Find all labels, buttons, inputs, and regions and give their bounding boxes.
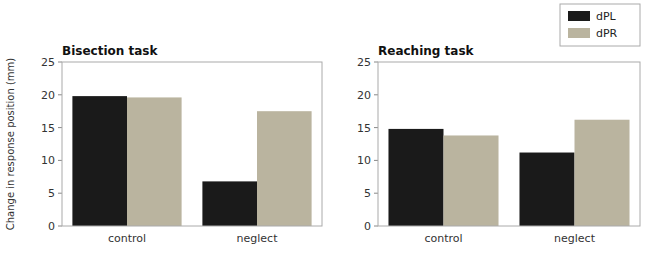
y-tick-label: 25 [41, 56, 55, 69]
x-tick-label: neglect [237, 232, 279, 245]
bar [202, 181, 257, 226]
y-tick-label: 0 [364, 220, 371, 233]
plot-frame [378, 62, 640, 226]
y-tick-label: 10 [41, 154, 55, 167]
y-tick-label: 5 [364, 187, 371, 200]
y-tick [374, 160, 378, 161]
x-tick-label: control [108, 232, 146, 245]
bar [127, 97, 182, 226]
legend: dPL dPR [560, 4, 640, 46]
y-tick-label: 15 [357, 122, 371, 135]
y-tick-label: 10 [357, 154, 371, 167]
title: Bisection task [62, 44, 158, 58]
x-tick-label: neglect [554, 232, 596, 245]
bar [575, 120, 630, 226]
legend-label: dPR [596, 27, 618, 40]
y-tick-label: 15 [41, 122, 55, 135]
panel: 0 5 10 15 20 25 control neglect Bisection task Ch… [5, 44, 322, 245]
bar [444, 135, 499, 226]
y-tick-label: 0 [48, 220, 55, 233]
y-tick-label: 20 [41, 89, 55, 102]
y-tick [58, 160, 62, 161]
y-tick [58, 94, 62, 95]
y-tick [58, 226, 62, 227]
chart: 0 5 10 15 20 25 control neglect Bisection task Ch… [0, 0, 654, 257]
x-tick-label: control [424, 232, 462, 245]
legend-swatch [568, 11, 590, 21]
bar [257, 111, 312, 226]
bars [72, 96, 311, 226]
y-tick [374, 193, 378, 194]
y-tick [374, 226, 378, 227]
bar [388, 129, 443, 226]
legend-swatch [568, 28, 590, 38]
y-tick [374, 62, 378, 63]
bars [388, 120, 629, 226]
y-tick [58, 127, 62, 128]
y-tick-label: 5 [48, 187, 55, 200]
y-label: Change in response position (mm) [5, 58, 16, 231]
y-tick [58, 193, 62, 194]
title: Reaching task [378, 44, 475, 58]
y-tick [374, 127, 378, 128]
y-tick [374, 94, 378, 95]
bar [519, 153, 574, 226]
legend-box [560, 4, 640, 46]
y-tick [58, 62, 62, 63]
y-tick-label: 20 [357, 89, 371, 102]
bar [72, 96, 127, 226]
panel: 0 5 10 15 20 25 control neglect Reaching task [357, 44, 640, 245]
plot-frame [62, 62, 322, 226]
y-tick-label: 25 [357, 56, 371, 69]
legend-label: dPL [596, 10, 617, 23]
